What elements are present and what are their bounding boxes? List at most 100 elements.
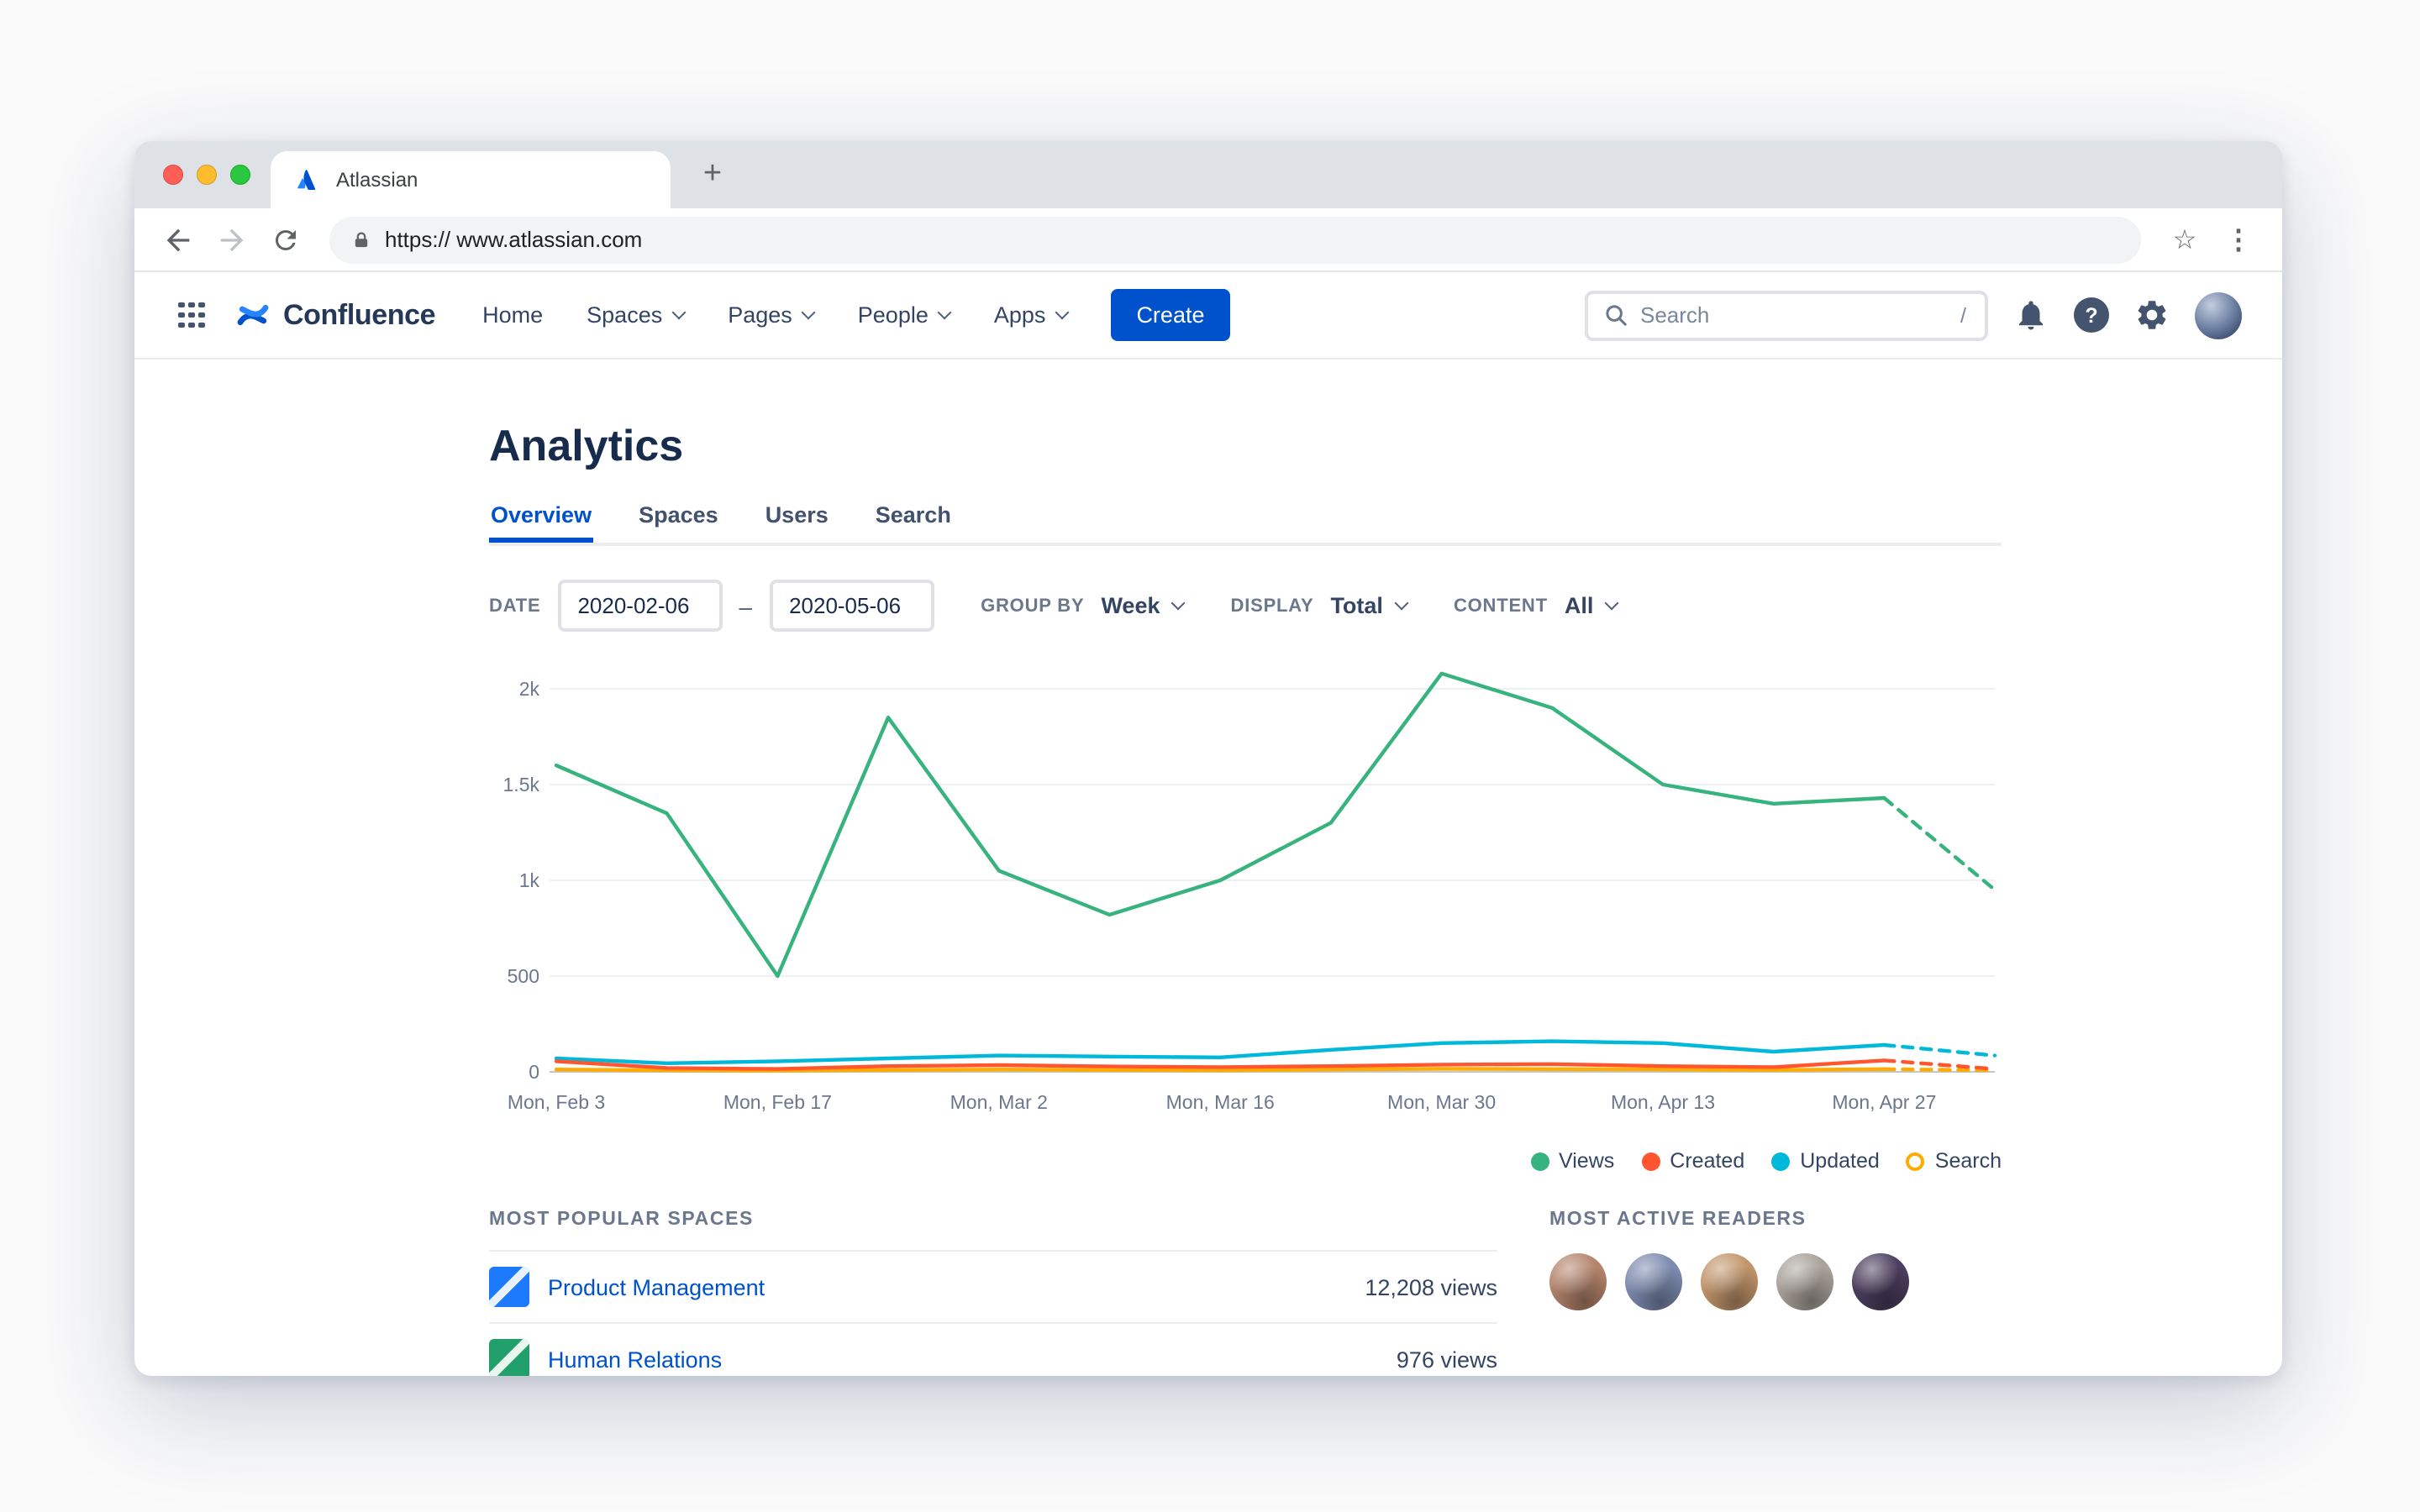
date-from-input[interactable] <box>557 580 723 632</box>
legend-marker-icon <box>1771 1152 1791 1170</box>
app-header: Confluence Home Spaces Pages People Apps Cre… <box>134 272 2282 360</box>
legend-item-search[interactable]: Search <box>1906 1149 2002 1173</box>
table-row: Human Relations 976 views <box>489 1322 1497 1376</box>
display-label: DISPLAY <box>1230 596 1314 616</box>
address-bar[interactable]: https:// www.atlassian.com <box>329 216 2141 263</box>
legend-item-created[interactable]: Created <box>1641 1149 1744 1173</box>
space-link[interactable]: Human Relations <box>548 1347 723 1372</box>
lock-icon <box>355 231 368 247</box>
nav-item-label: Pages <box>728 302 792 328</box>
svg-text:Mon, Apr 13: Mon, Apr 13 <box>1611 1091 1715 1113</box>
table-row: Product Management 12,208 views <box>489 1250 1497 1322</box>
content-filter: CONTENT All <box>1454 593 1619 618</box>
analytics-chart: 0 500 1k 1.5k 2k Mon, Feb 3 Mon, Feb 17 Mon, Ma… <box>503 671 1997 1113</box>
zoom-button[interactable] <box>230 165 250 185</box>
svg-text:Mon, Mar 2: Mon, Mar 2 <box>950 1091 1048 1113</box>
search-box[interactable]: / <box>1585 290 1988 340</box>
reader-avatar[interactable] <box>1776 1253 1833 1310</box>
search-input[interactable] <box>1640 302 1949 328</box>
popular-spaces-list: Product Management 12,208 views Human Rela… <box>489 1250 1497 1376</box>
legend-marker-icon <box>1530 1152 1549 1170</box>
group-by-value: Week <box>1101 593 1160 618</box>
reload-button[interactable] <box>262 216 309 263</box>
nav-item-apps[interactable]: Apps <box>994 302 1070 328</box>
svg-text:1k: 1k <box>519 869 540 891</box>
reader-avatar[interactable] <box>1852 1253 1909 1310</box>
browser-tabstrip: Atlassian + <box>134 141 2282 208</box>
close-button[interactable] <box>163 165 183 185</box>
group-by-filter: GROUP BY Week <box>981 593 1186 618</box>
nav-item-people[interactable]: People <box>857 302 953 328</box>
back-arrow-icon <box>166 228 190 251</box>
legend-item-views[interactable]: Views <box>1530 1149 1614 1173</box>
nav-item-home[interactable]: Home <box>482 302 543 328</box>
reader-avatar[interactable] <box>1625 1253 1682 1310</box>
atlassian-favicon-icon <box>294 166 321 193</box>
new-tab-button[interactable]: + <box>702 156 723 192</box>
svg-text:0: 0 <box>529 1061 539 1083</box>
group-by-label: GROUP BY <box>981 596 1085 616</box>
legend-label: Views <box>1559 1149 1615 1173</box>
back-button[interactable] <box>155 216 202 263</box>
browser-tab[interactable]: Atlassian <box>271 151 671 208</box>
legend-label: Updated <box>1800 1149 1880 1173</box>
app-header-right: / ? <box>1585 290 2242 340</box>
legend-marker-icon <box>1906 1152 1925 1170</box>
reader-avatar[interactable] <box>1701 1253 1758 1310</box>
settings-button[interactable] <box>2134 297 2170 333</box>
svg-text:Mon, Feb 3: Mon, Feb 3 <box>508 1091 605 1113</box>
content-dropdown[interactable]: All <box>1564 593 1619 618</box>
tab-spaces[interactable]: Spaces <box>639 502 718 528</box>
nav-item-spaces[interactable]: Spaces <box>587 302 687 328</box>
create-button[interactable]: Create <box>1111 289 1230 341</box>
svg-text:2k: 2k <box>519 678 540 700</box>
nav-item-label: People <box>857 302 929 328</box>
chevron-down-icon <box>1604 596 1619 611</box>
space-views-count: 12,208 views <box>1365 1274 1497 1299</box>
user-avatar[interactable] <box>2195 291 2242 339</box>
space-avatar-icon <box>489 1267 529 1307</box>
browser-menu-button[interactable]: ⋮ <box>2225 226 2252 255</box>
chevron-down-icon <box>1055 305 1070 320</box>
reload-icon <box>275 228 296 249</box>
svg-text:500: 500 <box>508 965 539 987</box>
summary-sections: MOST POPULAR SPACES Product Management 12… <box>489 1210 2002 1376</box>
content-value: All <box>1564 593 1594 618</box>
date-range-separator: – <box>739 592 753 619</box>
date-label: DATE <box>489 596 541 616</box>
tab-users[interactable]: Users <box>765 502 829 528</box>
chart-area: 0 500 1k 1.5k 2k Mon, Feb 3 Mon, Feb 17 Mon, Ma… <box>489 655 2002 1173</box>
app-switcher-icon[interactable] <box>178 302 204 328</box>
chevron-down-icon <box>1171 596 1186 611</box>
readers-avatars <box>1549 1253 1909 1310</box>
page-content: Analytics Overview Spaces Users Search DATE… <box>134 360 2282 1376</box>
notifications-button[interactable] <box>2013 297 2049 333</box>
legend-item-updated[interactable]: Updated <box>1771 1149 1880 1173</box>
nav-item-pages[interactable]: Pages <box>728 302 817 328</box>
svg-text:Mon, Feb 17: Mon, Feb 17 <box>723 1091 832 1113</box>
bell-icon <box>2019 301 2043 330</box>
space-link[interactable]: Product Management <box>548 1274 765 1299</box>
display-value: Total <box>1330 593 1383 618</box>
help-button[interactable]: ? <box>2074 297 2109 333</box>
gear-icon <box>2138 301 2166 329</box>
legend-marker-icon <box>1641 1152 1660 1170</box>
active-readers-heading: MOST ACTIVE READERS <box>1549 1210 1807 1230</box>
date-to-input[interactable] <box>769 580 934 632</box>
browser-toolbar: https:// www.atlassian.com ☆ ⋮ <box>134 208 2282 272</box>
page-tabs: Overview Spaces Users Search <box>489 502 2002 546</box>
bookmark-star-button[interactable]: ☆ <box>2172 226 2197 255</box>
confluence-logo[interactable]: Confluence <box>234 297 436 333</box>
svg-text:1.5k: 1.5k <box>503 774 540 795</box>
forward-button[interactable] <box>208 216 255 263</box>
group-by-dropdown[interactable]: Week <box>1101 593 1186 618</box>
search-icon <box>1606 305 1627 326</box>
minimize-button[interactable] <box>197 165 217 185</box>
tab-search[interactable]: Search <box>875 502 951 528</box>
tab-overview[interactable]: Overview <box>489 502 593 543</box>
reader-avatar[interactable] <box>1549 1253 1607 1310</box>
display-dropdown[interactable]: Total <box>1330 593 1409 618</box>
product-name: Confluence <box>283 298 436 330</box>
url-text: https:// www.atlassian.com <box>385 227 643 252</box>
